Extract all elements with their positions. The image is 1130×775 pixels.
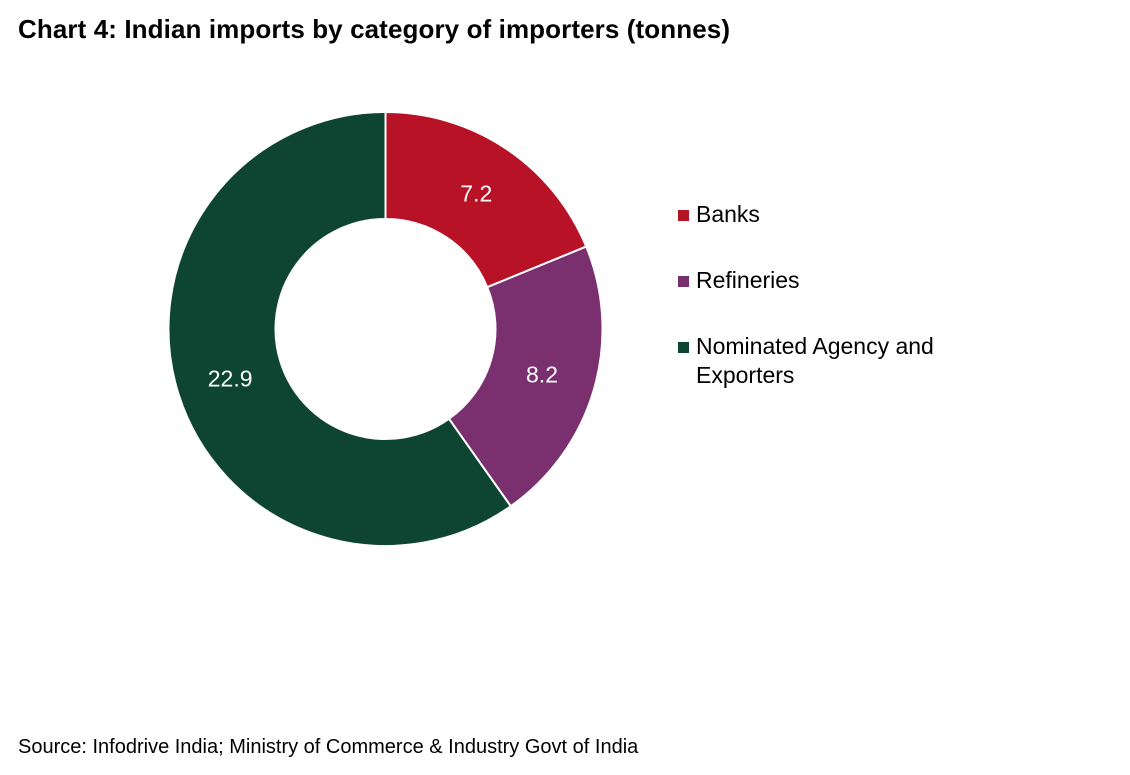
data-label-banks: 7.2 (460, 181, 492, 207)
chart-title: Chart 4: Indian imports by category of i… (18, 14, 731, 44)
donut-slices (167, 110, 604, 547)
legend-label: Banks (696, 201, 760, 227)
legend-swatch (678, 210, 689, 221)
legend-swatch (678, 342, 689, 353)
legend-item-refineries: Refineries (678, 266, 998, 295)
legend-label: Nominated Agency and Exporters (696, 333, 934, 388)
legend-swatch (678, 276, 689, 287)
slice-nominated-agency-and-exporters (167, 110, 513, 547)
slice-refineries (447, 245, 604, 508)
donut-data-labels: 7.2 8.2 22.9 (208, 181, 558, 392)
data-label-refineries: 8.2 (526, 362, 558, 388)
legend-item-nominated-agency-and-exporters: Nominated Agency and Exporters (678, 332, 998, 390)
data-label-nominated-agency-and-exporters: 22.9 (208, 365, 253, 391)
slice-banks (384, 110, 588, 289)
legend-label: Refineries (696, 267, 800, 293)
chart-legend: Banks Refineries Nominated Agency and Expo… (678, 200, 998, 390)
chart-source: Source: Infodrive India; Ministry of Com… (18, 736, 639, 758)
legend-item-banks: Banks (678, 200, 998, 229)
